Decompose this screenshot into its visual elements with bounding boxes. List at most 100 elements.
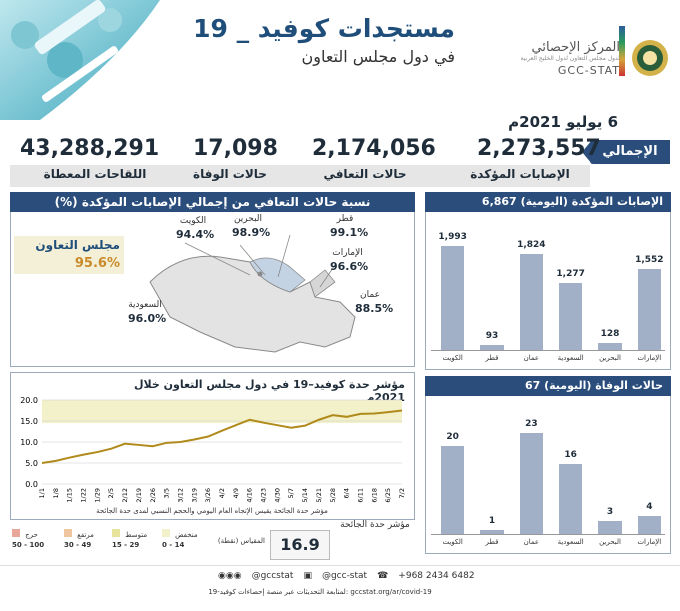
- legend-high-swatch: [64, 529, 72, 537]
- footer-phone: +968 2434 6482: [398, 571, 475, 581]
- severity-x-tick: 5/14: [301, 488, 309, 503]
- total-confirmed-value: 2,273,557: [477, 136, 601, 161]
- legend-low-label: منخفض: [175, 531, 198, 539]
- confirmed-bar: [480, 345, 504, 350]
- severity-x-tick: 4/23: [260, 488, 268, 503]
- deaths-daily-title: حالات الوفاة (اليومية): [544, 379, 663, 392]
- deaths-bar-category: الكويت: [442, 538, 463, 546]
- severity-x-tick: 6/18: [370, 488, 378, 503]
- confirmed-bar-category: عمان: [523, 354, 540, 362]
- severity-y-tick: 0.0: [25, 480, 38, 489]
- report-date: 6 يوليو 2021م: [508, 113, 618, 131]
- severity-x-tick: 2/5: [107, 488, 115, 498]
- page-title: مستجدات كوفيد _ 19: [193, 14, 455, 43]
- map-value-kuwait: 94.4%: [176, 228, 215, 241]
- severity-y-tick: 15.0: [20, 417, 38, 426]
- deaths-x-axis: [431, 534, 665, 535]
- severity-x-tick: 5/28: [329, 488, 337, 503]
- map-leader-lines: [184, 234, 336, 288]
- severity-x-tick: 1/15: [66, 488, 74, 503]
- deaths-bar: [637, 516, 662, 534]
- severity-x-tick: 3/26: [204, 488, 212, 503]
- footer-contacts: ◉◉◉ @gccstat ▣ @gcc-stat ☎ +968 2434 648…: [218, 571, 475, 581]
- deaths-bar-category: قطر: [485, 538, 499, 546]
- total-recovered-value: 2,174,056: [312, 136, 436, 161]
- map-value-saudi: 96.0%: [128, 312, 167, 325]
- severity-x-tick: 2/12: [121, 488, 129, 503]
- org-name-en: GCC-STAT: [557, 64, 620, 77]
- confirmed-bar-category: السعودية: [557, 354, 584, 362]
- severity-x-tick: 1/29: [93, 488, 101, 503]
- confirmed-x-axis: [431, 350, 665, 351]
- total-recovered-label: حالات التعافي: [323, 167, 407, 181]
- confirmed-bar-value: 1,993: [438, 231, 467, 242]
- phone-icon: ☎: [377, 571, 389, 581]
- confirmed-daily-total: 6,867: [481, 195, 517, 208]
- footer-divider: [0, 565, 680, 566]
- map-value-uae: 96.6%: [330, 260, 369, 273]
- total-badge: الإجمالي: [590, 140, 670, 164]
- severity-x-tick: 3/19: [190, 488, 198, 503]
- map-label-saudi: السعودية: [128, 300, 162, 310]
- deaths-bar-value: 20: [446, 432, 459, 442]
- severity-x-tick: 4/16: [246, 488, 254, 503]
- totals-strip: [10, 165, 590, 187]
- org-name-sub: لدول مجلس التعاون لدول الخليج العربية: [520, 55, 621, 62]
- severity-x-tick: 2/26: [149, 488, 157, 503]
- map-value-bahrain: 98.9%: [232, 226, 271, 239]
- legend-critical-label: حرج: [25, 531, 38, 539]
- severity-x-tick: 4/2: [218, 488, 226, 498]
- deaths-bar-value: 1: [488, 515, 496, 526]
- map-value-qatar: 99.1%: [330, 226, 369, 239]
- deaths-bar-value: 3: [606, 506, 614, 517]
- legend-medium: متوسط 15 - 29: [112, 522, 160, 549]
- total-confirmed-label: الإصابات المؤكدة: [470, 167, 570, 181]
- severity-x-tick: 5/21: [315, 488, 323, 503]
- severity-x-tick: 7/2: [398, 488, 406, 498]
- severity-legend: منخفض 0 - 14 متوسط 15 - 29 مرتفع 30 - 49…: [12, 522, 202, 552]
- severity-x-tick: 1/1: [38, 488, 46, 498]
- severity-current-label: مؤشر حدة الجائحة: [340, 520, 410, 530]
- legend-critical-swatch: [12, 529, 20, 537]
- legend-critical-range: 50 - 100: [12, 541, 45, 549]
- deaths-bar-value: 16: [564, 449, 577, 460]
- footer-handle-1[interactable]: @gccstat: [251, 571, 294, 581]
- confirmed-bar-value: 1,552: [635, 254, 664, 265]
- map-label-uae: الإمارات: [332, 248, 363, 258]
- gcc-logo-icon: [630, 38, 670, 78]
- severity-x-tick: 1/22: [80, 488, 88, 503]
- confirmed-bar-category: البحرين: [599, 354, 621, 362]
- confirmed-bar: [637, 268, 662, 350]
- deaths-bar: [558, 463, 583, 534]
- confirmed-bar: [440, 245, 465, 350]
- deaths-bar-category: البحرين: [599, 538, 621, 546]
- severity-x-tick: 6/4: [343, 488, 351, 498]
- footer-handle-2[interactable]: @gcc-stat: [321, 571, 368, 581]
- confirmed-bar: [598, 343, 622, 350]
- severity-y-tick: 5.0: [25, 459, 38, 468]
- legend-high-range: 30 - 49: [64, 541, 92, 549]
- legend-medium-swatch: [112, 529, 120, 537]
- confirmed-bar-value: 1,277: [556, 269, 585, 280]
- severity-note: مؤشر حدة الجائحة يقيس الإتجاه العام اليو…: [96, 507, 328, 515]
- gcc-map: [140, 222, 370, 362]
- deaths-daily-chart: 20 الكويت 1 قطر 23 عمان 16 السعودية 3 البحرين 4 الإ…: [425, 396, 671, 554]
- confirmed-bar-value: 128: [600, 329, 620, 340]
- severity-x-tick: 3/12: [176, 488, 184, 503]
- severity-panel: [10, 372, 415, 520]
- severity-y-tick: 20.0: [20, 396, 38, 405]
- legend-low-range: 0 - 14: [162, 541, 185, 549]
- severity-x-tick: 6/11: [356, 488, 364, 503]
- map-label-kuwait: الكويت: [179, 216, 207, 226]
- footer-follow[interactable]: لمتابعة التحديثات عبر منصة إحصاءات كوفيد…: [208, 588, 432, 596]
- severity-x-tick: 6/25: [384, 488, 392, 503]
- gcc-recovery-value: 95.6%: [74, 256, 120, 271]
- total-deaths-label: حالات الوفاة: [193, 167, 267, 181]
- severity-svg: 0.0 5.0 10.0 15.0 20.0 1/1 1/8 1/15 1/22 1/29 2/5 2…: [20, 396, 406, 503]
- deaths-daily-total: 67: [524, 379, 541, 392]
- deaths-bar: [519, 432, 544, 534]
- hero-image: [0, 0, 160, 120]
- legend-critical: حرج 50 - 100: [12, 522, 64, 549]
- severity-scale-label: المقياس (نقطة): [217, 537, 265, 545]
- legend-high-label: مرتفع: [77, 531, 94, 539]
